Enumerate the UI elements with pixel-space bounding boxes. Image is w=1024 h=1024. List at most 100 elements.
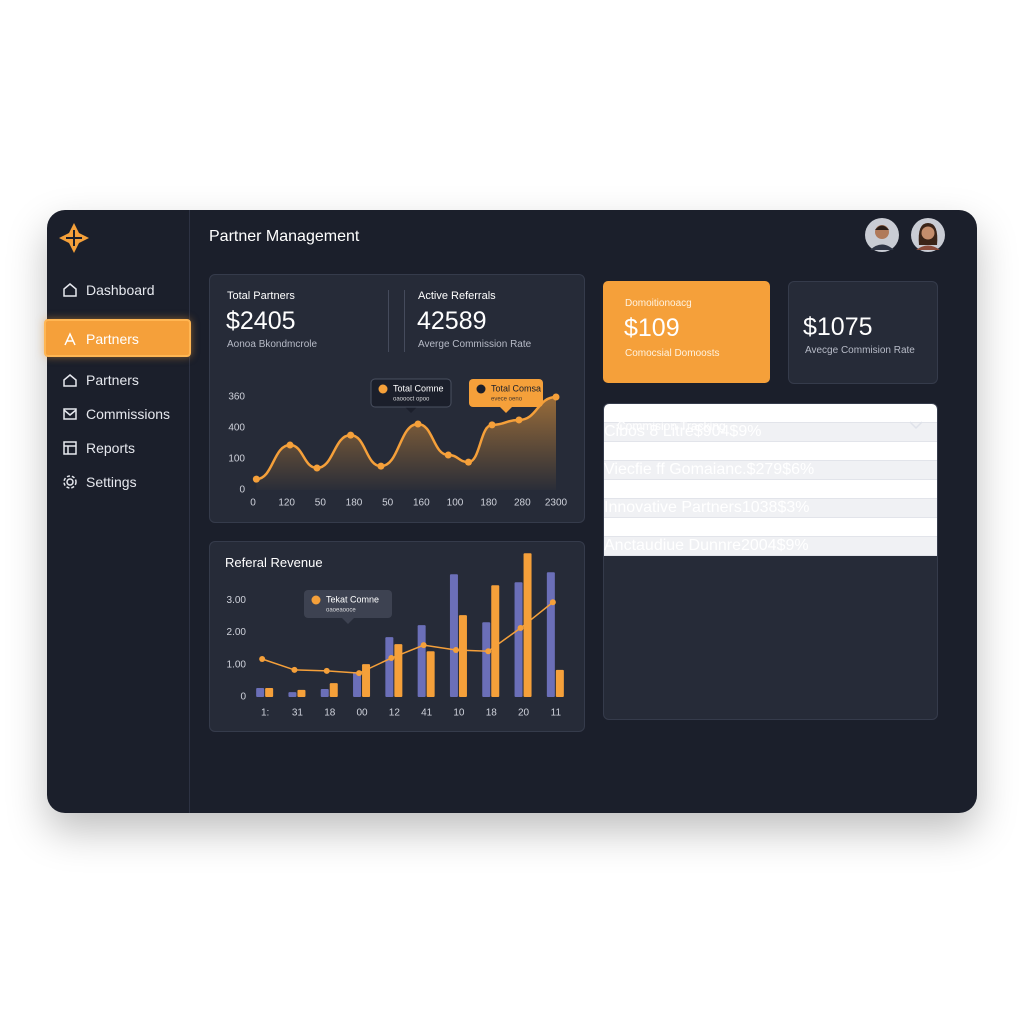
nav-item[interactable]: Partners xyxy=(62,327,139,351)
bar xyxy=(265,687,274,697)
avatar[interactable] xyxy=(911,218,945,252)
bar xyxy=(353,672,362,697)
table-cell: 1038 xyxy=(741,499,778,516)
stat-divider xyxy=(388,290,389,352)
tooltip-title: Total Comsa xyxy=(491,383,541,393)
stat-label: Total Partners xyxy=(227,290,295,302)
point xyxy=(517,625,524,632)
bar xyxy=(394,644,403,697)
table-cell: $904 xyxy=(693,423,730,440)
table-cell: $8% xyxy=(745,404,778,421)
table-cell: Innevalive Partners xyxy=(604,518,741,535)
nav-item[interactable]: Partners xyxy=(62,368,139,392)
nav-item[interactable]: Settings xyxy=(62,470,137,494)
x-tick-label: 1: xyxy=(261,708,269,719)
nav-label: Partners xyxy=(86,372,139,388)
x-tick-label: 180 xyxy=(346,498,363,509)
nav-label: Settings xyxy=(86,474,137,490)
x-tick-label: 100 xyxy=(447,498,464,509)
avatar[interactable] xyxy=(865,218,899,252)
table-cell: 2300 xyxy=(740,518,777,535)
point xyxy=(420,642,427,649)
stat-value: $2405 xyxy=(226,307,296,335)
y-tick-label: 360 xyxy=(228,392,245,403)
icon xyxy=(63,374,77,387)
nav-item[interactable]: Commissions xyxy=(62,402,170,426)
y-tick-label: 3.00 xyxy=(227,595,247,606)
tooltip-dot xyxy=(311,595,321,605)
point xyxy=(552,393,560,401)
bar xyxy=(523,553,532,697)
dropdown-chevron[interactable] xyxy=(909,420,923,430)
kpi-card xyxy=(603,281,770,383)
bar xyxy=(417,625,426,697)
table-cell: Nxitf tnriols xyxy=(604,480,684,497)
bar xyxy=(546,572,555,697)
point xyxy=(286,441,294,449)
column-header: Partner Name xyxy=(619,451,682,463)
x-tick-label: 18 xyxy=(324,708,336,719)
table-cell: $733 xyxy=(709,404,746,421)
table-title: Commision Tracking xyxy=(617,419,726,433)
bar xyxy=(514,582,523,697)
bar xyxy=(320,688,329,697)
table-row: Nxitf tnriols4213$4% xyxy=(604,480,937,499)
icon xyxy=(64,332,76,346)
stat-divider xyxy=(404,290,405,352)
stat-caption: Aonoa Bkondmcrole xyxy=(227,339,318,350)
icon xyxy=(63,408,77,420)
tooltip-pointer xyxy=(405,407,417,413)
bar xyxy=(329,683,338,697)
tooltip-pointer xyxy=(500,407,512,413)
nav-label: Commissions xyxy=(86,406,171,422)
point xyxy=(356,670,363,677)
y-tick-label: 2.00 xyxy=(227,627,247,638)
point xyxy=(515,416,523,424)
bar xyxy=(297,689,306,697)
x-tick-label: 50 xyxy=(382,498,394,509)
tooltip-text: oaoooct opoo xyxy=(393,397,430,403)
table-row: Innovative Partners1038$3% xyxy=(604,499,937,518)
table-cell: $3% xyxy=(777,499,810,516)
chart-title: Referal Revenue xyxy=(225,555,323,570)
point xyxy=(485,648,492,655)
point xyxy=(444,451,452,459)
commission-table: Commision Tracking Partner Name Total Re… xyxy=(603,403,938,720)
point xyxy=(252,475,260,483)
table-cell: Global Alliance xyxy=(604,404,710,421)
point xyxy=(488,421,496,429)
bar xyxy=(362,664,371,697)
y-tick-label: 400 xyxy=(228,423,245,434)
kpi-value: $1075 xyxy=(803,313,873,341)
y-tick-label: 100 xyxy=(228,454,245,465)
line xyxy=(261,601,554,674)
point xyxy=(347,431,355,439)
x-tick-label: 20 xyxy=(518,708,530,719)
icon xyxy=(63,283,77,297)
x-tick-label: 50 xyxy=(315,498,327,509)
table-cell: $9% xyxy=(729,423,762,440)
point xyxy=(452,646,459,653)
bar xyxy=(385,637,394,697)
nav-item[interactable]: Dashboard xyxy=(62,278,155,302)
page-title: Partner Management xyxy=(209,228,360,245)
tooltip-dot xyxy=(378,384,388,394)
point xyxy=(323,667,330,674)
bar xyxy=(555,669,564,697)
tooltip-title: Total Comne xyxy=(393,383,444,393)
bar xyxy=(449,574,458,697)
nav-item[interactable]: Reports xyxy=(62,436,135,460)
table-cell: Cibos 8 Litre xyxy=(604,423,694,440)
table-cell: $6% xyxy=(776,518,809,535)
y-tick-label: 0 xyxy=(240,692,246,703)
logo[interactable] xyxy=(58,222,90,254)
x-tick-label: 41 xyxy=(421,708,433,719)
bar xyxy=(256,687,265,697)
sidebar-divider xyxy=(189,210,190,813)
tooltip xyxy=(304,590,392,618)
area-fill xyxy=(256,397,556,490)
point xyxy=(377,462,385,470)
x-tick-label: 120 xyxy=(278,498,295,509)
x-tick-label: 12 xyxy=(389,708,401,719)
